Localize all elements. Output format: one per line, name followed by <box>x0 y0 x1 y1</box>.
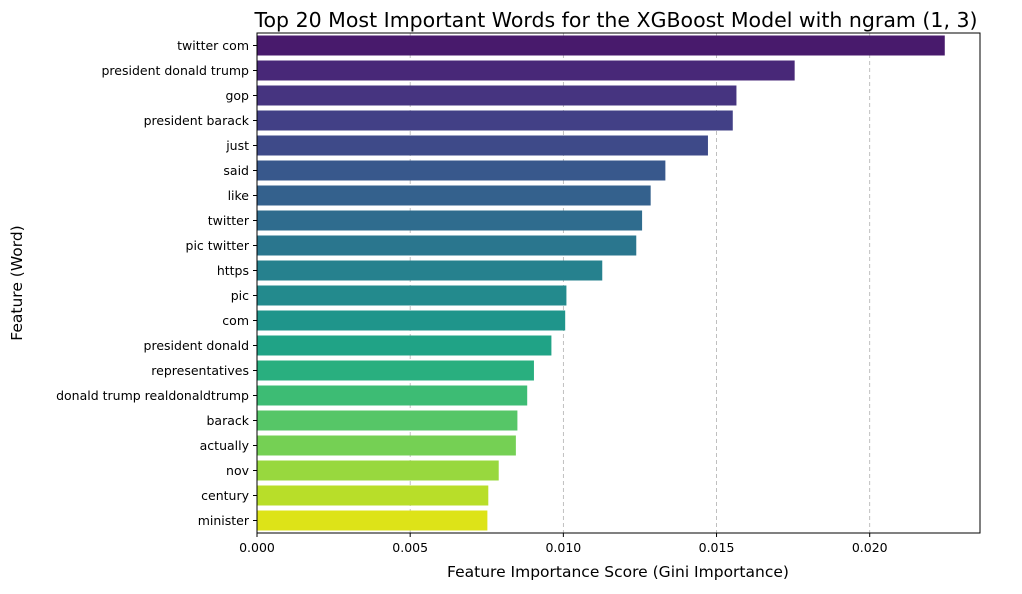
y-tick-label: com <box>222 313 249 328</box>
y-tick-label: president donald trump <box>101 63 249 78</box>
x-tick-label: 0.020 <box>852 540 888 555</box>
bar <box>257 260 603 281</box>
y-tick-label: pic twitter <box>186 238 250 253</box>
bar <box>257 185 651 206</box>
y-tick-label: minister <box>198 513 250 528</box>
bar <box>257 335 552 356</box>
x-tick-label: 0.010 <box>545 540 581 555</box>
y-tick-label: actually <box>200 438 250 453</box>
y-tick-label: president donald <box>144 338 249 353</box>
y-tick-label: just <box>225 138 249 153</box>
bar <box>257 510 488 531</box>
bar <box>257 60 795 81</box>
x-axis-label: Feature Importance Score (Gini Importanc… <box>447 563 789 581</box>
bar <box>257 410 518 431</box>
bar <box>257 210 643 231</box>
x-tick-label: 0.000 <box>239 540 275 555</box>
bar <box>257 110 733 131</box>
plot-frame <box>256 32 981 534</box>
y-tick-label: president barack <box>144 113 250 128</box>
y-tick-label: said <box>223 163 249 178</box>
grid-lines <box>409 33 871 533</box>
bar <box>257 435 516 456</box>
y-tick-label: twitter <box>208 213 250 228</box>
y-tick-label: gop <box>225 88 249 103</box>
x-tick-label: 0.015 <box>699 540 735 555</box>
x-tick-labels: 0.000 0.005 0.010 0.015 0.020 <box>239 533 888 555</box>
y-tick-label: pic <box>231 288 249 303</box>
y-tick-labels: twitter com president donald trump gop pres… <box>56 38 257 528</box>
y-tick-label: donald trump realdonaldtrump <box>56 388 249 403</box>
y-tick-label: twitter com <box>177 38 249 53</box>
axes <box>256 32 981 534</box>
bar <box>257 135 708 156</box>
bars <box>257 35 945 531</box>
bar <box>257 310 566 331</box>
y-tick-label: barack <box>206 413 249 428</box>
chart-title: Top 20 Most Important Words for the XGBo… <box>253 8 977 32</box>
bar <box>257 285 567 306</box>
x-tick-label: 0.005 <box>392 540 428 555</box>
bar <box>257 235 637 256</box>
bar <box>257 160 666 181</box>
y-axis-label: Feature (Word) <box>8 225 26 340</box>
bar <box>257 85 737 106</box>
bar <box>257 35 945 56</box>
bar <box>257 360 534 381</box>
bar <box>257 385 528 406</box>
y-tick-label: century <box>201 488 249 503</box>
bar <box>257 485 489 506</box>
y-tick-label: nov <box>226 463 250 478</box>
y-tick-label: representatives <box>151 363 249 378</box>
y-tick-label: https <box>217 263 249 278</box>
y-tick-label: like <box>228 188 250 203</box>
bar <box>257 460 499 481</box>
